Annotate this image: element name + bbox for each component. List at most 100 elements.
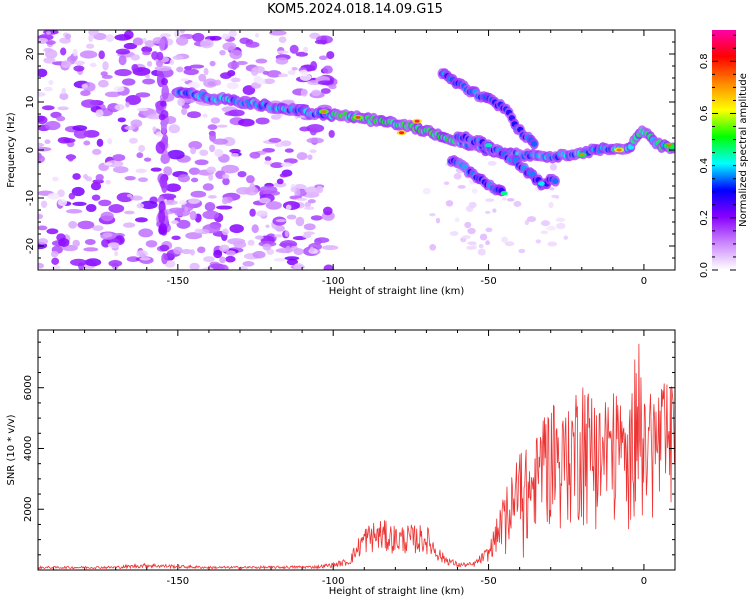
noise-blob-faint — [65, 33, 72, 40]
noise-blob — [84, 258, 102, 267]
noise-blob — [176, 66, 184, 73]
noise-blob — [221, 164, 240, 174]
noise-blob-faint — [210, 117, 221, 124]
snr-x-tick-label: 0 — [641, 576, 647, 587]
noise-blob — [80, 90, 91, 97]
noise-blob-faint — [278, 73, 289, 78]
noise-blob — [85, 203, 97, 213]
noise-blob — [202, 183, 214, 191]
noise-blob-faint — [74, 60, 86, 66]
noise-blob-faint — [238, 265, 248, 270]
noise-blob — [276, 178, 284, 185]
faint-blob — [464, 221, 472, 229]
snr-frame — [37, 329, 676, 571]
noise-blob — [91, 194, 101, 201]
noise-blob — [58, 238, 70, 247]
faint-blob — [468, 201, 477, 208]
noise-blob — [315, 185, 324, 194]
noise-blob — [72, 125, 88, 131]
noise-blob-faint — [262, 243, 272, 251]
noise-blob — [67, 154, 74, 162]
faint-blob — [549, 163, 558, 171]
noise-blob — [98, 199, 112, 207]
noise-blob-faint — [302, 233, 312, 239]
noise-blob — [209, 132, 217, 142]
noise-blob-faint — [230, 153, 239, 157]
noise-blob — [114, 69, 132, 77]
noise-blob-faint — [187, 81, 200, 89]
noise-blob-faint — [107, 242, 120, 249]
noise-blob-faint — [172, 55, 184, 60]
noise-blob — [246, 175, 255, 184]
faint-blob — [429, 243, 437, 251]
noise-blob — [270, 162, 284, 169]
noise-blob-faint — [274, 234, 283, 238]
noise-blob-faint — [113, 85, 125, 92]
noise-blob — [219, 264, 229, 270]
noise-blob — [38, 146, 52, 152]
noise-blob-faint — [309, 246, 315, 253]
noise-blob-faint — [228, 30, 237, 38]
noise-blob-faint — [83, 174, 88, 180]
heatmap-y-tick-label: -10 — [25, 190, 36, 206]
noise-blob-faint — [50, 265, 61, 270]
noise-blob-faint — [259, 197, 271, 204]
noise-blob-faint — [286, 214, 297, 220]
faint-blob — [485, 227, 493, 233]
faint-blob — [467, 227, 476, 235]
faint-blob — [435, 217, 441, 224]
heatmap-x-tick-label: -100 — [322, 276, 345, 287]
ridge-core-upper-branch — [531, 140, 538, 147]
noise-blob — [68, 220, 78, 229]
noise-blob-faint — [311, 89, 322, 97]
faint-blob — [501, 236, 509, 243]
faint-blob — [487, 160, 497, 166]
noise-blob-faint — [105, 179, 112, 185]
noise-blob — [222, 177, 230, 186]
noise-blob-faint — [300, 88, 308, 97]
branch-hotspot — [500, 191, 508, 196]
noise-blob-faint — [57, 106, 69, 111]
snr-line — [38, 343, 675, 570]
noise-blob — [183, 68, 199, 76]
noise-blob-faint — [256, 210, 268, 217]
ridge-hotspot-core — [321, 110, 327, 113]
ridge-hotspot-core — [399, 131, 405, 135]
noise-blob-faint — [72, 48, 78, 57]
noise-blob — [81, 99, 98, 108]
colorbar-label: Normalized spectral amplitude — [738, 73, 749, 227]
noise-blob — [126, 256, 140, 262]
noise-blob — [224, 111, 239, 116]
faint-blob — [453, 172, 462, 180]
noise-blob-faint — [273, 257, 286, 262]
noise-blob — [236, 186, 251, 195]
noise-blob-faint — [135, 168, 147, 174]
noise-blob-faint — [160, 33, 171, 38]
ridge-hotspot-core — [355, 116, 361, 119]
streak-blob — [161, 252, 168, 265]
faint-blob — [555, 217, 566, 222]
noise-blob — [227, 61, 240, 70]
noise-blob-faint — [293, 263, 304, 270]
heatmap-plot — [38, 30, 675, 270]
noise-blob — [95, 173, 104, 181]
noise-blob-faint — [303, 231, 315, 235]
faint-blob — [524, 219, 530, 226]
heatmap-y-tick-label: -20 — [25, 238, 36, 254]
noise-blob-faint — [144, 40, 155, 48]
noise-blob-faint — [290, 186, 297, 192]
noise-blob — [96, 138, 104, 147]
noise-blob — [207, 124, 218, 130]
noise-blob-faint — [221, 196, 229, 205]
noise-blob — [304, 201, 312, 208]
colorbar-tick-label: 0.8 — [699, 53, 710, 69]
noise-blob — [190, 190, 207, 198]
noise-blob — [282, 201, 301, 210]
ridge-hotspot-core — [666, 143, 672, 147]
noise-blob-faint — [202, 113, 208, 118]
noise-blob — [275, 57, 289, 65]
colorbar-tick-label: 0.4 — [699, 158, 710, 174]
noise-blob — [130, 195, 143, 201]
noise-blob — [46, 228, 59, 235]
noise-blob-faint — [214, 149, 224, 157]
